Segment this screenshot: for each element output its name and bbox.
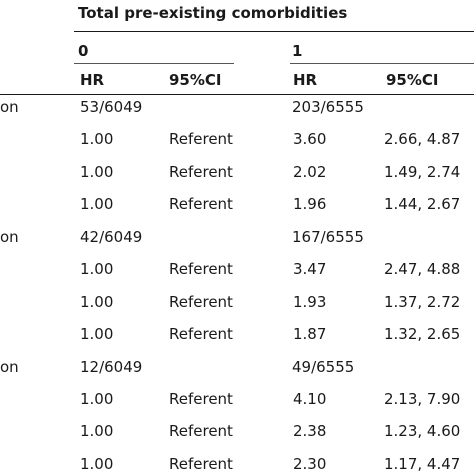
count-cell: 12/6049 xyxy=(80,358,143,376)
group-0-label: 0 xyxy=(78,42,89,60)
col-hr-1: HR xyxy=(293,71,318,89)
ci-cell: Referent xyxy=(169,455,233,473)
hr-cell: 1.93 xyxy=(293,293,327,311)
col-ci-0: 95%CI xyxy=(169,71,222,89)
ci-cell: Referent xyxy=(169,130,233,148)
count-cell: 53/6049 xyxy=(80,98,143,116)
ci-cell: Referent xyxy=(169,422,233,440)
hr-cell: 2.30 xyxy=(293,455,327,473)
col-ci-1: 95%CI xyxy=(386,71,439,89)
hr-cell: 1.87 xyxy=(293,325,327,343)
ci-cell: 1.32, 2.65 xyxy=(384,325,461,343)
ci-cell: Referent xyxy=(169,260,233,278)
ci-cell: Referent xyxy=(169,163,233,181)
row-label-fragment: on xyxy=(0,358,19,376)
group-0-rule xyxy=(74,63,234,64)
count-cell: 49/6555 xyxy=(292,358,355,376)
ci-cell: 1.44, 2.67 xyxy=(384,195,461,213)
hr-cell: 1.00 xyxy=(80,422,114,440)
hr-cell: 4.10 xyxy=(293,390,327,408)
ci-cell: 1.17, 4.47 xyxy=(384,455,461,473)
ci-cell: 2.47, 4.88 xyxy=(384,260,461,278)
hr-cell: 3.60 xyxy=(293,130,327,148)
hr-cell: 1.00 xyxy=(80,195,114,213)
ci-cell: Referent xyxy=(169,293,233,311)
ci-cell: 1.23, 4.60 xyxy=(384,422,461,440)
hr-cell: 1.00 xyxy=(80,325,114,343)
hr-cell: 1.96 xyxy=(293,195,327,213)
hr-cell: 1.00 xyxy=(80,455,114,473)
count-cell: 203/6555 xyxy=(292,98,364,116)
group-1-label: 1 xyxy=(292,42,303,60)
ci-cell: Referent xyxy=(169,195,233,213)
hr-cell: 1.00 xyxy=(80,130,114,148)
header-top-rule xyxy=(74,31,474,32)
count-cell: 167/6555 xyxy=(292,228,364,246)
ci-cell: Referent xyxy=(169,325,233,343)
hr-cell: 2.38 xyxy=(293,422,327,440)
ci-cell: Referent xyxy=(169,390,233,408)
hr-cell: 3.47 xyxy=(293,260,327,278)
ci-cell: 2.66, 4.87 xyxy=(384,130,461,148)
ci-cell: 1.37, 2.72 xyxy=(384,293,461,311)
ci-cell: 2.13, 7.90 xyxy=(384,390,461,408)
col-hr-0: HR xyxy=(80,71,105,89)
header-bottom-rule xyxy=(0,94,474,95)
group-title: Total pre-existing comorbidities xyxy=(78,4,348,22)
ci-cell: 1.49, 2.74 xyxy=(384,163,461,181)
row-label-fragment: on xyxy=(0,98,19,116)
hr-cell: 1.00 xyxy=(80,390,114,408)
hr-cell: 1.00 xyxy=(80,163,114,181)
count-cell: 42/6049 xyxy=(80,228,143,246)
group-1-rule xyxy=(290,63,474,64)
hr-cell: 1.00 xyxy=(80,293,114,311)
hr-cell: 1.00 xyxy=(80,260,114,278)
hr-cell: 2.02 xyxy=(293,163,327,181)
row-label-fragment: on xyxy=(0,228,19,246)
